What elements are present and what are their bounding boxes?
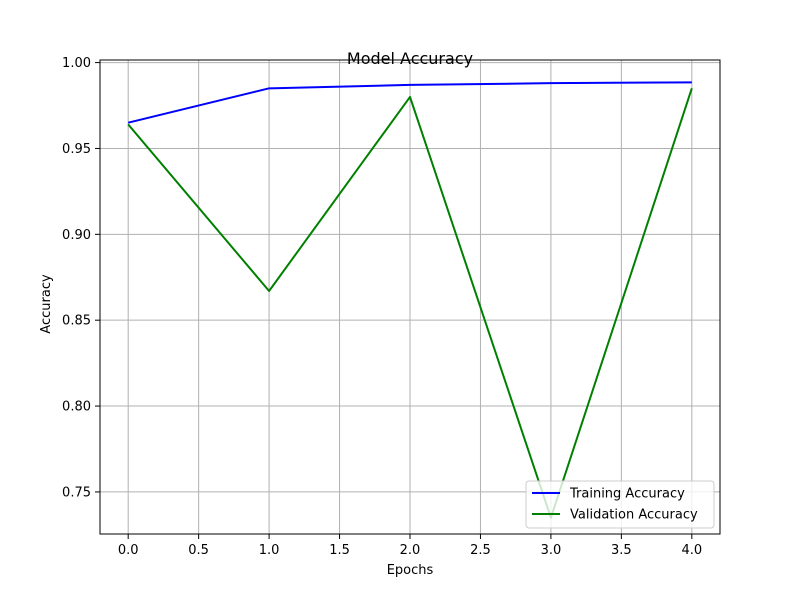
training-accuracy-line <box>127 81 692 124</box>
y-axis-ticks: 0.75 0.80 0.85 0.90 0.95 1.00 <box>62 56 100 500</box>
y-tick-label: 0.95 <box>62 142 91 157</box>
x-tick-label: 0.0 <box>118 543 139 558</box>
y-tick-label: 0.85 <box>62 314 91 329</box>
validation-accuracy-line <box>127 88 693 519</box>
y-tick-label: 0.80 <box>62 400 91 415</box>
x-tick-label: 3.0 <box>541 543 562 558</box>
legend-label-training: Training Accuracy <box>569 487 685 502</box>
legend-box <box>525 480 715 529</box>
x-tick-label: 0.5 <box>188 543 209 558</box>
data-series <box>127 81 693 519</box>
y-tick-label: 0.75 <box>62 485 91 500</box>
x-tick-label: 1.0 <box>259 543 280 558</box>
x-axis-ticks: 0.0 0.5 1.0 1.5 2.0 2.5 3.0 3.5 4.0 <box>118 534 702 558</box>
y-tick-label: 1.00 <box>62 56 91 71</box>
x-tick-label: 2.0 <box>400 543 421 558</box>
legend: Training Accuracy Validation Accuracy <box>525 480 715 529</box>
y-tick-label: 0.90 <box>62 228 91 243</box>
x-tick-label: 1.5 <box>329 543 350 558</box>
x-tick-label: 3.5 <box>611 543 632 558</box>
y-axis-label: Accuracy <box>39 274 54 334</box>
chart-title: Model Accuracy <box>347 49 473 68</box>
x-tick-label: 2.5 <box>470 543 491 558</box>
x-tick-label: 4.0 <box>681 543 702 558</box>
legend-label-validation: Validation Accuracy <box>570 508 698 523</box>
x-axis-label: Epochs <box>387 563 434 578</box>
